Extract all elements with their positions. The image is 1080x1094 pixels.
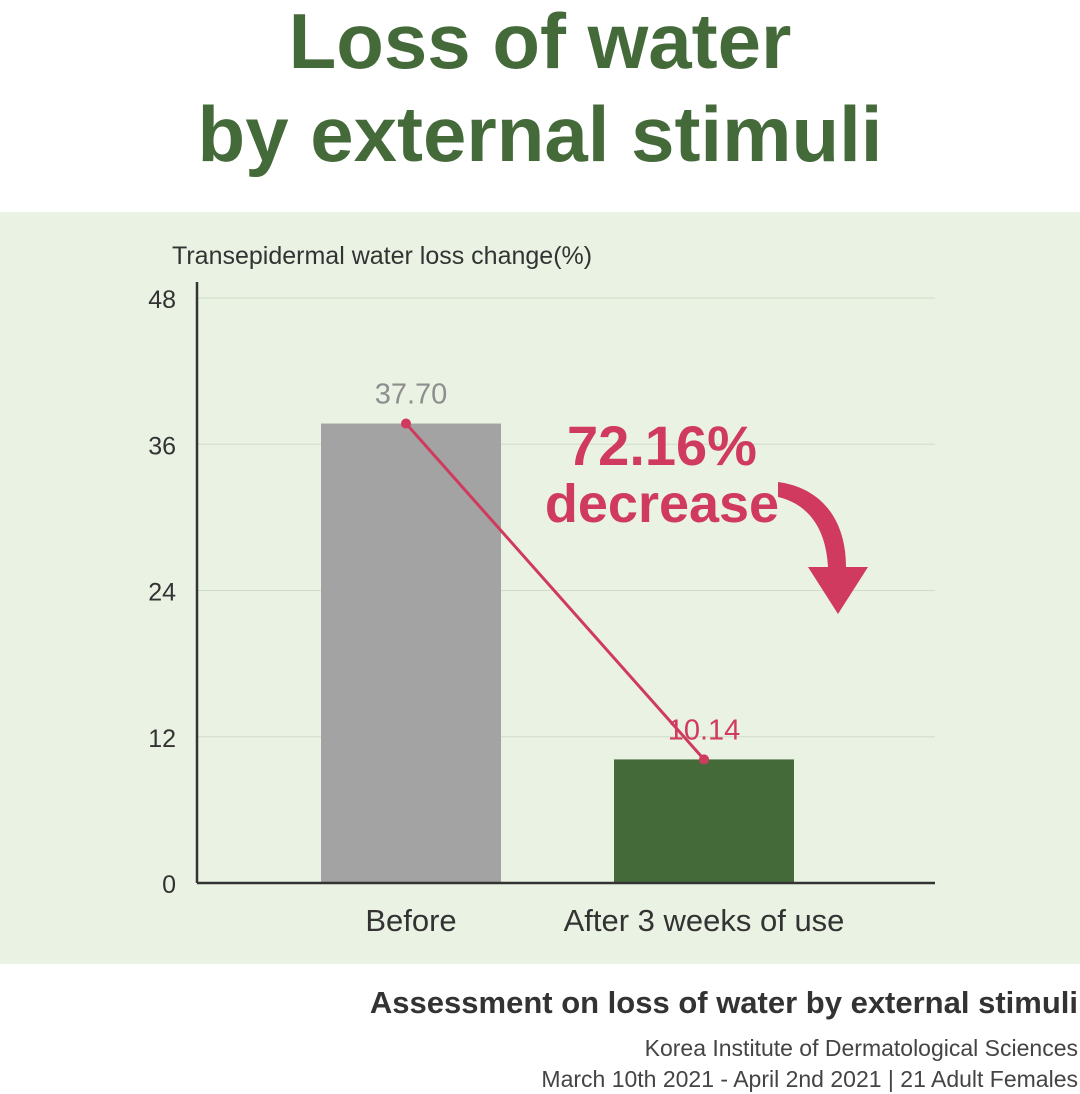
y-tick-label: 12 <box>148 725 176 753</box>
y-axis-label: Transepidermal water loss change(%) <box>172 242 592 270</box>
y-tick-label: 48 <box>148 286 176 314</box>
chart-panel: Transepidermal water loss change(%) 0 12 2… <box>0 212 1080 964</box>
bars <box>321 423 794 883</box>
bar-chart: Transepidermal water loss change(%) 0 12 2… <box>148 242 935 938</box>
x-category-label: After 3 weeks of use <box>564 903 845 938</box>
decrease-trend-line <box>404 422 706 761</box>
caption-period: March 10th 2021 - April 2nd 2021 | 21 Ad… <box>541 1066 1078 1092</box>
y-tick-label: 24 <box>148 579 176 607</box>
chart-title-line-2: by external stimuli <box>197 90 883 178</box>
caption-title: Assessment on loss of water by external … <box>369 985 1078 1020</box>
bar-before <box>321 423 501 883</box>
decrease-percent-annotation: 72.16% <box>567 414 757 477</box>
bar-value-label: 10.14 <box>668 714 741 746</box>
caption-source: Korea Institute of Dermatological Scienc… <box>644 1035 1078 1061</box>
trend-point-after <box>699 754 709 765</box>
x-category-label: Before <box>365 903 456 938</box>
trend-point-before <box>401 418 411 429</box>
curved-down-arrow-icon <box>778 482 868 614</box>
y-tick-labels: 0 12 24 36 48 <box>148 286 176 899</box>
y-tick-label: 0 <box>162 871 176 899</box>
bar-value-label: 37.70 <box>375 379 448 411</box>
gridlines <box>197 297 935 738</box>
labels: 37.70 Before 10.14 After 3 weeks of use <box>365 379 844 938</box>
axes <box>195 282 935 885</box>
decrease-word-annotation: decrease <box>545 474 779 534</box>
y-tick-label: 36 <box>148 432 176 460</box>
bar-after <box>614 759 794 883</box>
trend-line <box>401 418 709 765</box>
chart-title-line-1: Loss of water <box>288 0 792 85</box>
